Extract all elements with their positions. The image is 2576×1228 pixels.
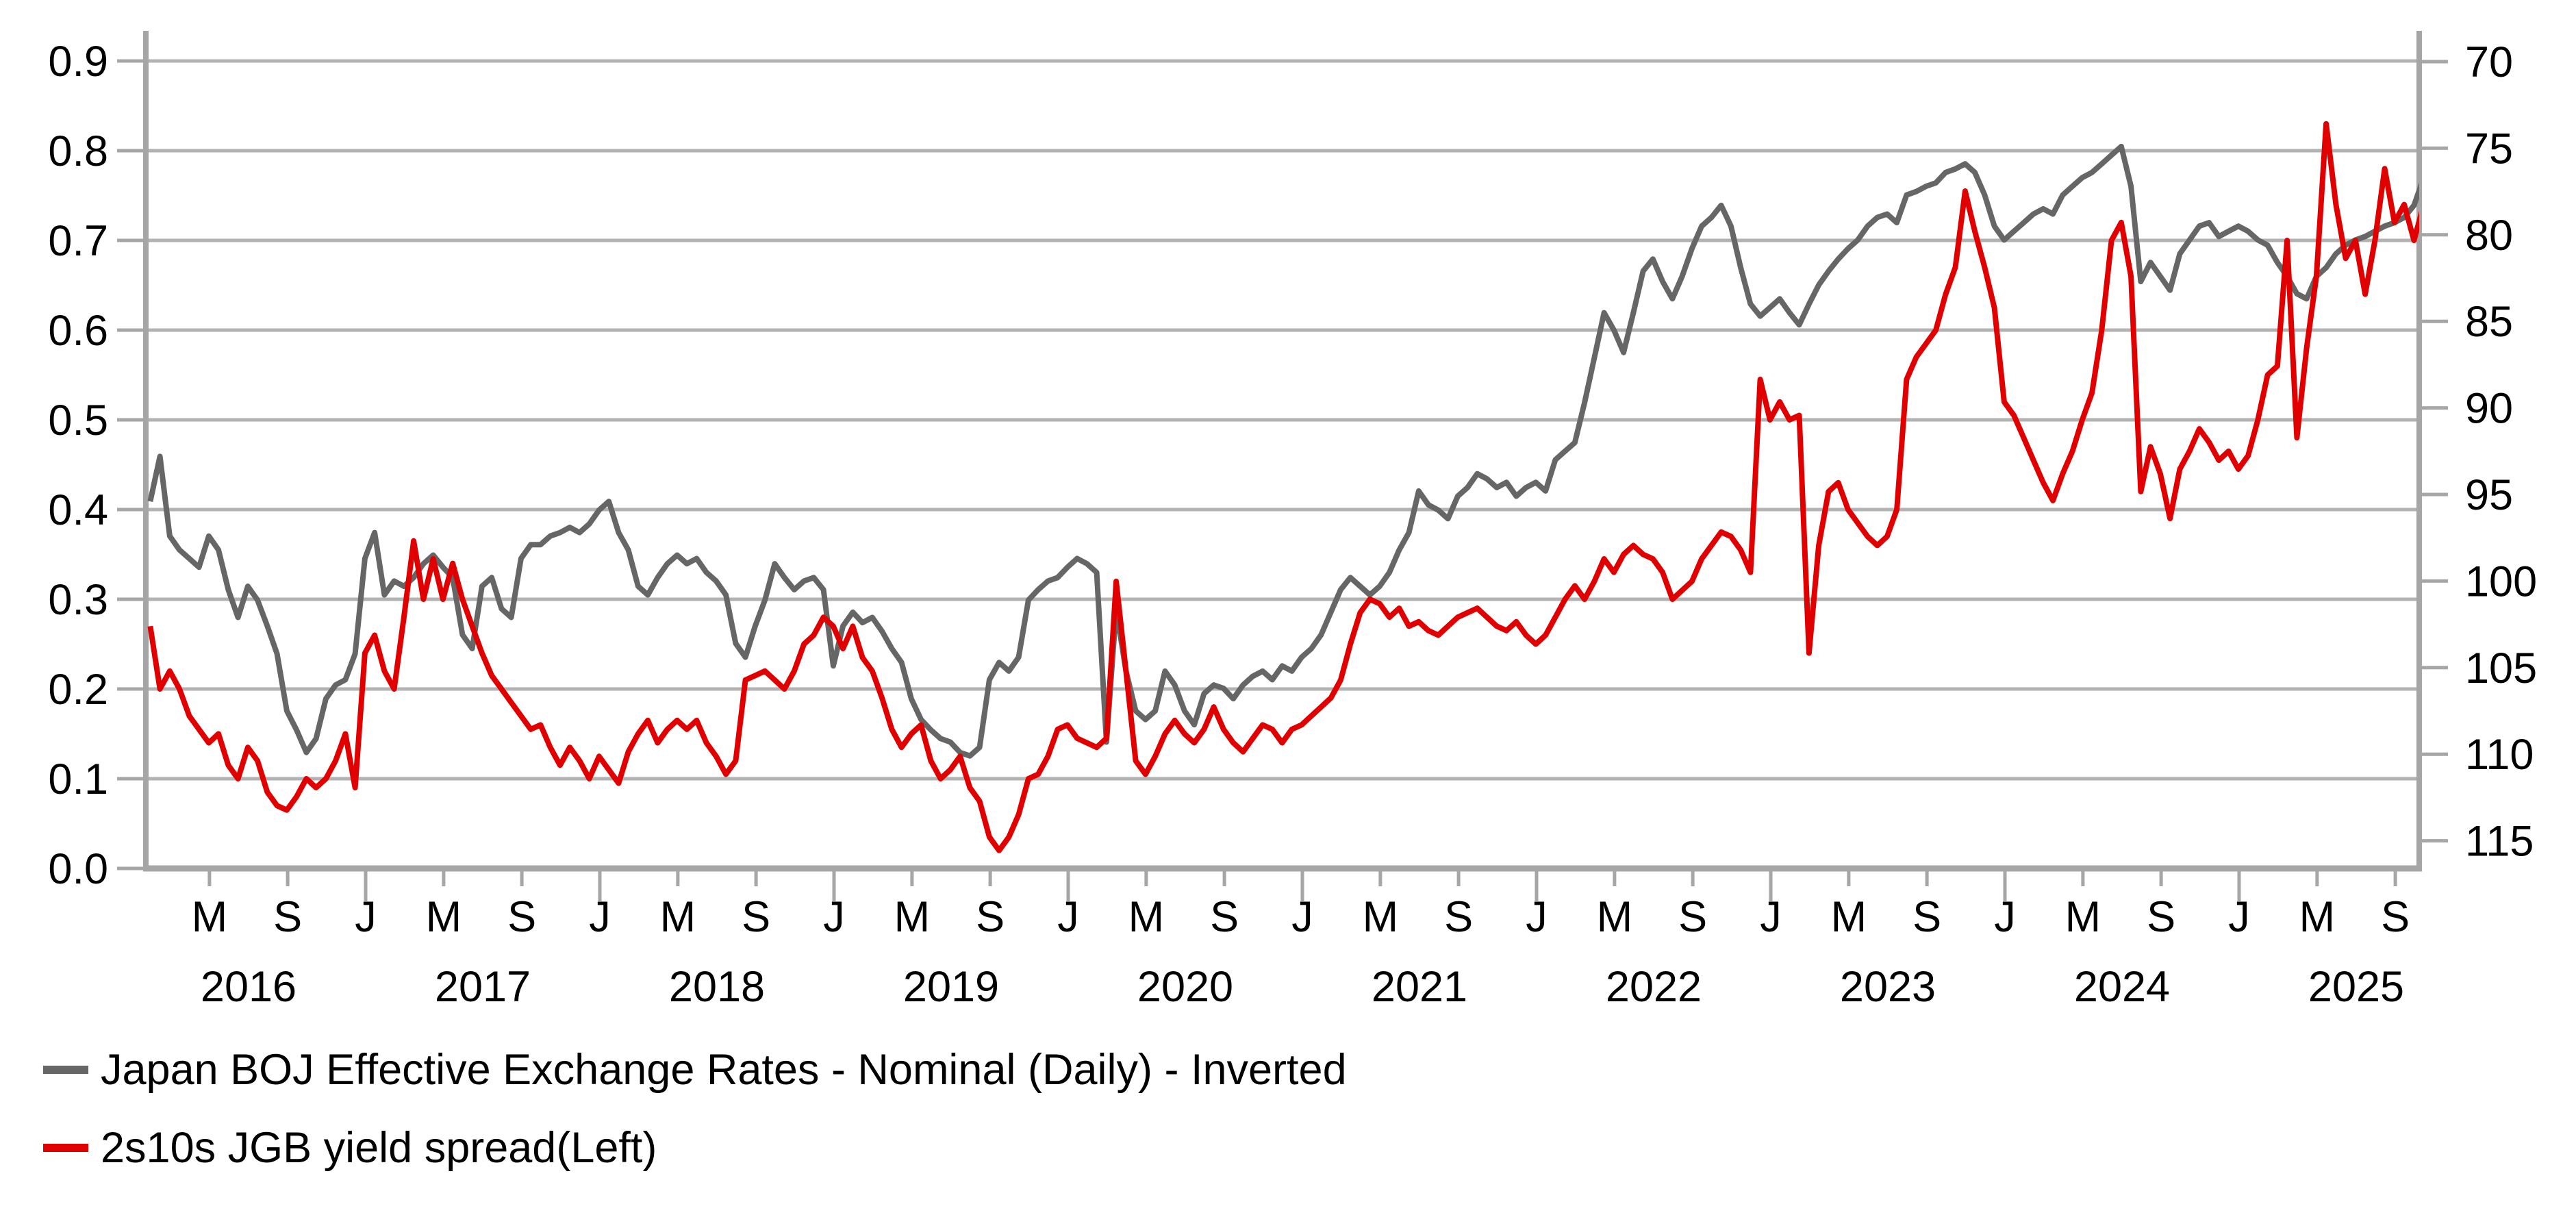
x-axis-month-label: S <box>507 893 536 941</box>
x-axis-year-label: 2023 <box>1840 963 1936 1011</box>
left-axis-tick-label: 0.5 <box>48 397 108 444</box>
left-axis-tick-label: 0.0 <box>48 845 108 893</box>
x-axis-month-label: M <box>1363 893 1398 941</box>
x-axis-month-label: M <box>192 893 227 941</box>
left-axis-tick-label: 0.2 <box>48 666 108 714</box>
legend-label: 2s10s JGB yield spread(Left) <box>101 1124 657 1172</box>
x-axis-month-label: S <box>1210 893 1239 941</box>
left-axis-tick-label: 0.7 <box>48 217 108 265</box>
x-axis-month-label: J <box>2228 893 2250 941</box>
right-axis-tick-label: 80 <box>2465 212 2513 260</box>
x-axis-year-label: 2025 <box>2308 963 2404 1011</box>
left-axis-tick-label: 0.1 <box>48 755 108 803</box>
x-axis-month-label: M <box>1831 893 1867 941</box>
x-axis-month-label: S <box>742 893 770 941</box>
x-axis-year-label: 2024 <box>2074 963 2170 1011</box>
right-axis-tick-label: 75 <box>2465 125 2513 173</box>
left-axis-tick-label: 0.8 <box>48 127 108 175</box>
left-axis-tick-label: 0.3 <box>48 576 108 624</box>
x-axis-month-label: J <box>1291 893 1313 941</box>
right-axis-tick-label: 105 <box>2465 644 2537 692</box>
right-axis-tick-label: 100 <box>2465 557 2537 605</box>
left-axis-tick-label: 0.6 <box>48 307 108 355</box>
series-line-boj-effective-exchange-rate <box>147 143 2419 759</box>
x-axis-month-label: S <box>273 893 302 941</box>
left-axis-tick-label: 0.4 <box>48 486 108 534</box>
x-axis-month-label: J <box>355 893 377 941</box>
x-axis-month-label: J <box>823 893 845 941</box>
x-axis-month-label: S <box>2381 893 2410 941</box>
x-axis-month-label: J <box>1057 893 1079 941</box>
x-axis-month-label: J <box>1994 893 2016 941</box>
legend-swatch-gray-line <box>43 1066 88 1074</box>
right-axis-tick-label: 70 <box>2465 38 2513 86</box>
x-axis-month-label: S <box>1678 893 1707 941</box>
legend-item-boj-exchange-rate: Japan BOJ Effective Exchange Rates - Nom… <box>43 1046 1687 1094</box>
x-axis-year-label: 2020 <box>1137 963 1233 1011</box>
right-axis-tick-label: 90 <box>2465 385 2513 433</box>
x-axis-month-label: M <box>2299 893 2335 941</box>
series-line-2s10s-jgb-yield-spread <box>147 121 2419 853</box>
x-axis-month-label: M <box>2065 893 2101 941</box>
x-axis-month-label: S <box>1444 893 1473 941</box>
x-axis-month-label: M <box>660 893 696 941</box>
x-axis-year-label: 2018 <box>669 963 765 1011</box>
x-axis-year-label: 2022 <box>1606 963 1702 1011</box>
right-axis-tick-label: 110 <box>2465 731 2534 779</box>
x-axis-month-label: M <box>894 893 930 941</box>
legend-swatch-red-line <box>43 1144 88 1152</box>
x-axis-year-label: 2016 <box>201 963 296 1011</box>
right-axis-tick-label: 115 <box>2465 818 2534 866</box>
x-axis-month-label: M <box>426 893 462 941</box>
x-axis-month-label: M <box>1597 893 1632 941</box>
x-axis-year-label: 2021 <box>1372 963 1467 1011</box>
x-axis-month-label: S <box>1912 893 1941 941</box>
left-axis-tick-label: 0.9 <box>48 38 108 86</box>
right-axis-tick-label: 95 <box>2465 471 2513 519</box>
legend-label: Japan BOJ Effective Exchange Rates - Nom… <box>101 1046 1347 1094</box>
legend-item-jgb-yield-spread: 2s10s JGB yield spread(Left) <box>43 1124 1687 1172</box>
x-axis-month-label: J <box>589 893 611 941</box>
x-axis-month-label: J <box>1526 893 1548 941</box>
x-axis-month-label: S <box>2147 893 2175 941</box>
x-axis-year-label: 2019 <box>903 963 999 1011</box>
right-axis-tick-label: 85 <box>2465 298 2513 346</box>
x-axis-month-label: S <box>976 893 1005 941</box>
x-axis-year-label: 2017 <box>435 963 531 1011</box>
x-axis-month-label: M <box>1128 893 1164 941</box>
x-axis-month-label: J <box>1760 893 1782 941</box>
chart-legend: Japan BOJ Effective Exchange Rates - Nom… <box>43 1046 1687 1203</box>
